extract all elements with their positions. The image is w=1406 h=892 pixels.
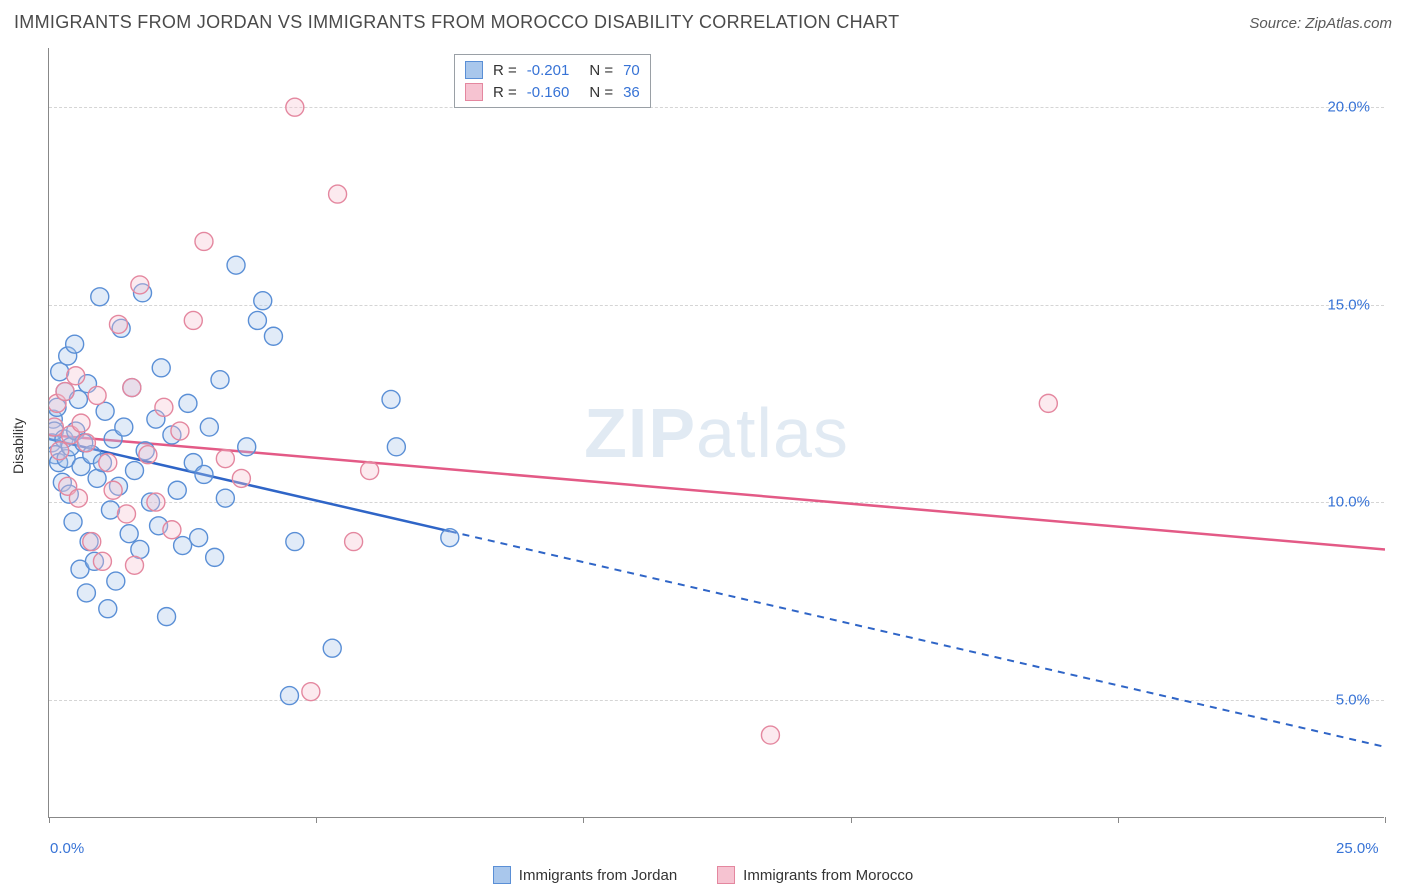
point-morocco — [761, 726, 779, 744]
legend-label-jordan: Immigrants from Jordan — [519, 867, 677, 884]
point-morocco — [361, 462, 379, 480]
series-legend: Immigrants from Jordan Immigrants from M… — [0, 866, 1406, 884]
corr-row-jordan: R = -0.201 N = 70 — [465, 59, 640, 81]
corr-R-value-morocco: -0.160 — [527, 84, 570, 101]
point-morocco — [126, 556, 144, 574]
point-jordan — [107, 572, 125, 590]
point-jordan — [115, 418, 133, 436]
point-jordan — [211, 371, 229, 389]
point-jordan — [280, 687, 298, 705]
legend-swatch-jordan — [493, 866, 511, 884]
corr-N-label: N = — [589, 84, 613, 101]
corr-R-label: R = — [493, 62, 517, 79]
point-morocco — [286, 98, 304, 116]
point-jordan — [195, 465, 213, 483]
point-jordan — [382, 390, 400, 408]
point-jordan — [120, 525, 138, 543]
point-jordan — [264, 327, 282, 345]
point-jordan — [174, 537, 192, 555]
corr-swatch-jordan — [465, 61, 483, 79]
point-jordan — [441, 529, 459, 547]
point-morocco — [329, 185, 347, 203]
point-jordan — [254, 292, 272, 310]
corr-swatch-morocco — [465, 83, 483, 101]
point-morocco — [195, 232, 213, 250]
point-jordan — [238, 438, 256, 456]
point-jordan — [91, 288, 109, 306]
point-jordan — [168, 481, 186, 499]
point-morocco — [109, 315, 127, 333]
point-jordan — [286, 533, 304, 551]
point-jordan — [206, 548, 224, 566]
point-morocco — [345, 533, 363, 551]
point-jordan — [152, 359, 170, 377]
legend-label-morocco: Immigrants from Morocco — [743, 867, 913, 884]
point-morocco — [117, 505, 135, 523]
corr-row-morocco: R = -0.160 N = 36 — [465, 81, 640, 103]
point-morocco — [131, 276, 149, 294]
point-morocco — [302, 683, 320, 701]
chart-title: IMMIGRANTS FROM JORDAN VS IMMIGRANTS FRO… — [14, 12, 899, 33]
point-morocco — [77, 434, 95, 452]
x-tick — [1385, 817, 1386, 823]
corr-R-value-jordan: -0.201 — [527, 62, 570, 79]
plot-svg — [49, 48, 1385, 818]
correlation-legend: R = -0.201 N = 70 R = -0.160 N = 36 — [454, 54, 651, 108]
point-jordan — [200, 418, 218, 436]
point-jordan — [216, 489, 234, 507]
legend-item-jordan: Immigrants from Jordan — [493, 866, 677, 884]
point-morocco — [93, 552, 111, 570]
point-morocco — [155, 398, 173, 416]
point-morocco — [216, 450, 234, 468]
point-morocco — [147, 493, 165, 511]
chart-source: Source: ZipAtlas.com — [1249, 15, 1392, 32]
point-jordan — [179, 394, 197, 412]
point-morocco — [69, 489, 87, 507]
point-morocco — [83, 533, 101, 551]
point-jordan — [101, 501, 119, 519]
legend-item-morocco: Immigrants from Morocco — [717, 866, 913, 884]
point-jordan — [64, 513, 82, 531]
point-jordan — [158, 608, 176, 626]
point-morocco — [51, 442, 69, 460]
x-tick-label: 25.0% — [1336, 840, 1379, 857]
point-jordan — [99, 600, 117, 618]
point-morocco — [99, 454, 117, 472]
point-morocco — [184, 311, 202, 329]
legend-swatch-morocco — [717, 866, 735, 884]
point-morocco — [1039, 394, 1057, 412]
point-morocco — [88, 386, 106, 404]
point-jordan — [323, 639, 341, 657]
point-morocco — [56, 383, 74, 401]
chart-header: IMMIGRANTS FROM JORDAN VS IMMIGRANTS FRO… — [14, 12, 1392, 33]
point-morocco — [104, 481, 122, 499]
x-tick-label: 0.0% — [50, 840, 84, 857]
point-morocco — [72, 414, 90, 432]
point-jordan — [227, 256, 245, 274]
point-morocco — [171, 422, 189, 440]
corr-N-value-jordan: 70 — [623, 62, 640, 79]
plot-container: ZIPatlas 5.0%10.0%15.0%20.0% R = -0.201 N … — [48, 48, 1384, 818]
trendline-jordan-dashed — [450, 531, 1385, 747]
point-morocco — [123, 379, 141, 397]
point-jordan — [66, 335, 84, 353]
y-axis-label: Disability — [10, 418, 26, 474]
point-morocco — [67, 367, 85, 385]
point-jordan — [387, 438, 405, 456]
corr-N-label: N = — [589, 62, 613, 79]
point-jordan — [126, 462, 144, 480]
point-jordan — [248, 311, 266, 329]
point-morocco — [232, 469, 250, 487]
point-jordan — [190, 529, 208, 547]
point-morocco — [163, 521, 181, 539]
corr-R-label: R = — [493, 84, 517, 101]
point-jordan — [77, 584, 95, 602]
plot-area: ZIPatlas 5.0%10.0%15.0%20.0% — [48, 48, 1384, 818]
point-morocco — [139, 446, 157, 464]
corr-N-value-morocco: 36 — [623, 84, 640, 101]
